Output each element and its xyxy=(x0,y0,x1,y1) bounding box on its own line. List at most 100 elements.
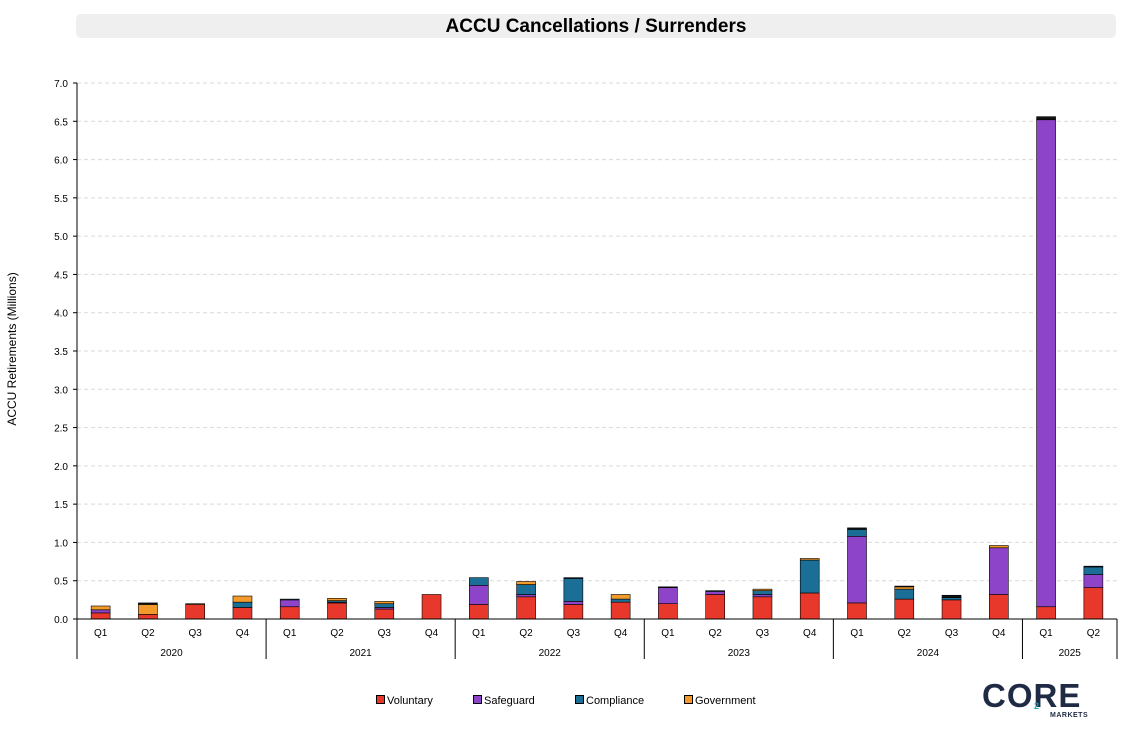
bar-other xyxy=(847,527,867,530)
y-tick-label: 1.0 xyxy=(54,538,68,549)
legend-item-compliance: Compliance xyxy=(575,694,644,708)
x-tick-label: Q4 xyxy=(992,628,1006,639)
legend-swatch-compliance xyxy=(575,695,584,704)
chart-title: ACCU Cancellations / Surrenders xyxy=(76,14,1116,38)
y-tick-label: 2.5 xyxy=(54,424,68,435)
bar-other xyxy=(1083,565,1104,568)
y-axis-title: ACCU Retirements (Millions) xyxy=(5,272,19,425)
x-tick-label: Q3 xyxy=(756,628,770,639)
legend-label-compliance: Compliance xyxy=(586,695,645,707)
legend-item-government: Government xyxy=(684,694,756,708)
bar-voluntary xyxy=(610,601,631,620)
bar-safeguard xyxy=(847,536,867,604)
y-tick-label: 3.5 xyxy=(54,347,68,358)
bar-other xyxy=(1036,116,1056,121)
x-tick-label: Q1 xyxy=(94,628,108,639)
legend-item-voluntary: Voluntary xyxy=(376,694,433,708)
bar-other xyxy=(941,594,962,598)
bar-voluntary xyxy=(421,594,442,620)
x-tick-label: Q3 xyxy=(189,628,203,639)
y-tick-label: 1.5 xyxy=(54,500,68,511)
bar-compliance xyxy=(516,584,536,595)
x-tick-label: Q4 xyxy=(614,628,628,639)
bar-government xyxy=(894,586,915,590)
bar-voluntary xyxy=(705,594,725,620)
bar-government xyxy=(516,581,536,585)
bar-government xyxy=(232,595,253,603)
x-tick-label: Q3 xyxy=(945,628,959,639)
y-tick-label: 6.5 xyxy=(54,117,68,128)
bar-compliance xyxy=(469,577,489,586)
legend-swatch-government xyxy=(684,695,693,704)
legend-label-voluntary: Voluntary xyxy=(387,695,433,707)
bar-compliance xyxy=(563,578,584,602)
year-label: 2023 xyxy=(728,648,751,659)
bar-government xyxy=(327,598,347,601)
x-tick-label: Q2 xyxy=(1087,628,1101,639)
y-tick-label: 0.0 xyxy=(54,615,68,626)
x-tick-label: Q1 xyxy=(283,628,297,639)
bar-safeguard xyxy=(705,591,725,595)
bar-government xyxy=(610,594,631,600)
bar-voluntary xyxy=(516,596,536,620)
x-tick-label: Q4 xyxy=(425,628,439,639)
logo-text: CORE xyxy=(982,677,1082,714)
x-tick-label: Q2 xyxy=(898,628,912,639)
x-tick-label: Q2 xyxy=(519,628,533,639)
bar-government xyxy=(989,545,1009,549)
y-tick-label: 2.0 xyxy=(54,462,68,473)
bar-voluntary xyxy=(799,592,820,620)
bar-government xyxy=(374,601,395,604)
y-tick-label: 4.5 xyxy=(54,270,68,281)
bar-government xyxy=(185,603,205,605)
bar-safeguard xyxy=(469,585,489,605)
x-tick-label: Q4 xyxy=(803,628,817,639)
x-tick-label: Q2 xyxy=(141,628,155,639)
x-tick-label: Q1 xyxy=(1039,628,1053,639)
x-tick-label: Q3 xyxy=(378,628,392,639)
bar-voluntary xyxy=(90,612,111,620)
x-tick-label: Q2 xyxy=(330,628,344,639)
y-tick-label: 5.5 xyxy=(54,194,68,205)
year-label: 2025 xyxy=(1059,648,1082,659)
year-label: 2021 xyxy=(350,648,373,659)
logo-subscript: 2 xyxy=(1034,701,1040,711)
year-label: 2020 xyxy=(160,648,183,659)
bar-compliance xyxy=(847,529,867,537)
bar-voluntary xyxy=(847,602,867,620)
bar-compliance xyxy=(705,590,725,592)
bar-voluntary xyxy=(941,599,962,620)
bar-voluntary xyxy=(989,594,1009,620)
logo-subtitle: MARKETS xyxy=(1050,712,1089,719)
bar-compliance xyxy=(232,601,253,608)
bar-compliance xyxy=(799,559,820,594)
bar-safeguard xyxy=(279,599,300,608)
core-markets-logo: CORE 2 MARKETS xyxy=(982,678,1092,722)
bar-safeguard xyxy=(658,587,678,604)
bar-safeguard xyxy=(1036,119,1056,608)
bar-government xyxy=(799,558,820,561)
y-tick-label: 6.0 xyxy=(54,156,68,167)
legend-item-safeguard: Safeguard xyxy=(473,694,535,708)
bar-other xyxy=(894,585,915,588)
y-tick-label: 4.0 xyxy=(54,309,68,320)
bar-government xyxy=(90,605,111,611)
bar-compliance xyxy=(941,597,962,601)
y-tick-label: 0.5 xyxy=(54,577,68,588)
bar-voluntary xyxy=(563,604,584,620)
x-tick-label: Q4 xyxy=(236,628,250,639)
bar-compliance xyxy=(374,603,395,608)
x-tick-label: Q2 xyxy=(709,628,723,639)
x-tick-label: Q3 xyxy=(567,628,581,639)
bar-safeguard xyxy=(989,547,1009,595)
bar-voluntary xyxy=(232,607,253,620)
bar-voluntary xyxy=(658,603,678,620)
bar-voluntary xyxy=(279,606,300,620)
year-label: 2024 xyxy=(917,648,940,659)
legend-swatch-safeguard xyxy=(473,695,482,704)
bar-compliance xyxy=(894,588,915,600)
y-tick-label: 5.0 xyxy=(54,232,68,243)
bar-voluntary xyxy=(327,602,347,620)
bar-voluntary xyxy=(1036,606,1056,620)
